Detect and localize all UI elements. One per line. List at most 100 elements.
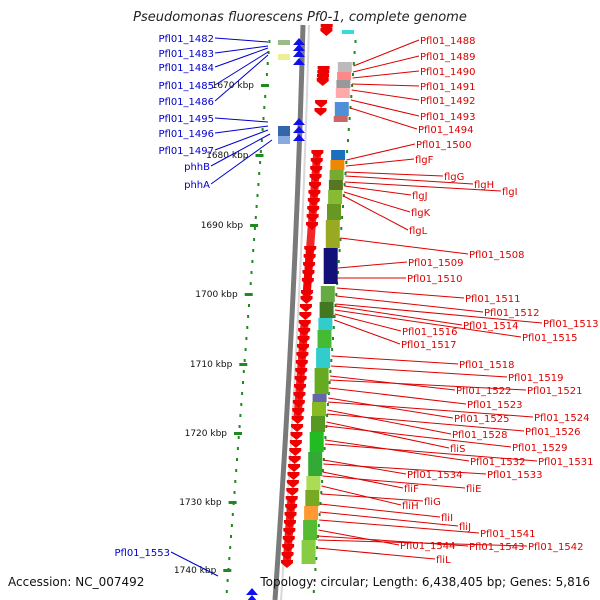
right-leader-line <box>346 143 416 161</box>
right-gene-label: flgK <box>411 208 431 219</box>
right-gene-label: fliF <box>404 484 419 495</box>
scale-track-dot <box>263 106 266 109</box>
gene-category-block <box>320 286 335 302</box>
scale-label: 1740 kbp <box>174 566 217 576</box>
gene-category-block <box>329 170 344 180</box>
right-leader-line <box>335 305 463 326</box>
reverse-gene-body <box>302 246 315 290</box>
right-gene-label: Pfl01_1491 <box>420 82 476 93</box>
gene-category-block <box>333 116 348 122</box>
scale-track-dot <box>237 436 240 439</box>
scale-track-dot <box>233 491 236 494</box>
outer-track-dot <box>316 546 319 549</box>
gene-category-block <box>334 102 349 116</box>
right-leader-line <box>343 191 411 213</box>
gene-category-block <box>317 330 332 348</box>
gene-category-block <box>304 506 319 520</box>
left-leader-line <box>214 117 269 123</box>
topology-label: Topology: circular; Length: 6,438,405 bp… <box>260 575 590 589</box>
gene-category-block <box>337 62 352 72</box>
right-gene-label: Pfl01_1515 <box>522 333 578 344</box>
right-gene-label: flgJ <box>412 191 428 202</box>
right-leader-line <box>330 365 508 378</box>
outer-track-dot <box>337 271 339 274</box>
scale-track-dot <box>260 139 263 142</box>
left-leader-line <box>214 54 269 102</box>
right-leader-line <box>340 237 469 255</box>
outer-track-dot <box>334 304 337 307</box>
right-leader-line <box>338 261 408 269</box>
forward-gene-arrow <box>293 118 305 125</box>
right-leader-line <box>336 295 484 313</box>
scale-track-dot <box>267 51 270 54</box>
gene-category-block <box>318 318 333 330</box>
outer-track-dot <box>351 84 354 87</box>
scale-track-dot <box>264 95 267 98</box>
right-leader-line <box>316 547 436 560</box>
right-leader-line <box>334 309 522 338</box>
right-leader-line <box>319 511 459 527</box>
scale-track-dot <box>236 447 239 450</box>
left-leader-line <box>210 133 271 167</box>
right-gene-label: Pfl01_1488 <box>420 36 476 47</box>
right-gene-label: fliI <box>441 513 453 524</box>
forward-gene-arrow <box>247 595 257 600</box>
right-leader-line <box>329 387 467 405</box>
right-leader-line <box>345 158 415 167</box>
right-gene-label: Pfl01_1528 <box>452 430 508 441</box>
right-gene-label: Pfl01_1494 <box>418 125 474 136</box>
scale-track-dot <box>258 172 261 175</box>
right-leader-line <box>319 519 480 534</box>
gene-category-block <box>311 416 325 432</box>
right-gene-label: Pfl01_1526 <box>525 427 581 438</box>
right-leader-line <box>345 171 444 177</box>
outer-track-dot <box>347 128 350 131</box>
right-leader-line <box>327 409 452 435</box>
outer-track-dot <box>317 524 320 527</box>
right-leader-line <box>336 287 465 299</box>
scale-track-dot <box>238 425 241 428</box>
forward-gene-arrow <box>293 50 305 57</box>
forward-gene-arrow <box>293 38 305 45</box>
scale-track-dot <box>240 403 243 406</box>
right-gene-label: Pfl01_1516 <box>402 327 458 338</box>
left-leader-line <box>214 47 269 68</box>
scale-track-dot <box>259 150 262 153</box>
left-leader-line <box>170 551 219 577</box>
gene-category-block <box>327 204 341 220</box>
gene-category-block <box>316 348 331 368</box>
scale-label: 1680 kbp <box>206 151 249 161</box>
accession-label: Accession: NC_007492 <box>8 575 145 589</box>
right-gene-label: Pfl01_1514 <box>463 321 519 332</box>
right-leader-line <box>317 539 528 547</box>
outer-track-dot <box>326 414 329 417</box>
gene-category-block <box>323 248 338 284</box>
right-gene-label: fliS <box>450 444 465 455</box>
backbone-line <box>272 24 306 600</box>
right-gene-label: Pfl01_1509 <box>408 258 464 269</box>
scale-label: 1720 kbp <box>185 429 228 439</box>
reverse-gene-arrow <box>289 440 302 448</box>
scale-track-dot <box>253 227 256 230</box>
right-leader-line <box>327 413 525 432</box>
scale-track-dot <box>243 359 246 362</box>
scale-tick <box>228 501 237 504</box>
right-leader-line <box>335 303 543 324</box>
outer-track-dot <box>319 502 322 505</box>
scale-tick <box>234 432 242 435</box>
right-leader-line <box>317 535 469 547</box>
right-gene-label: Pfl01_1519 <box>508 373 564 384</box>
scale-track-dot <box>256 194 259 197</box>
right-leader-line <box>352 83 420 87</box>
outer-track-dot <box>331 348 334 351</box>
right-gene-label: Pfl01_1542 <box>528 542 584 553</box>
right-gene-label: Pfl01_1490 <box>420 67 476 78</box>
left-gene-label: Pfl01_1485 <box>158 81 214 92</box>
outer-track-dot <box>348 117 351 120</box>
scale-track-dot <box>242 370 245 373</box>
outer-track-dot <box>327 392 330 395</box>
outer-track-dot <box>344 172 347 175</box>
left-leader-line <box>214 37 269 43</box>
right-gene-label: Pfl01_1533 <box>487 470 543 481</box>
